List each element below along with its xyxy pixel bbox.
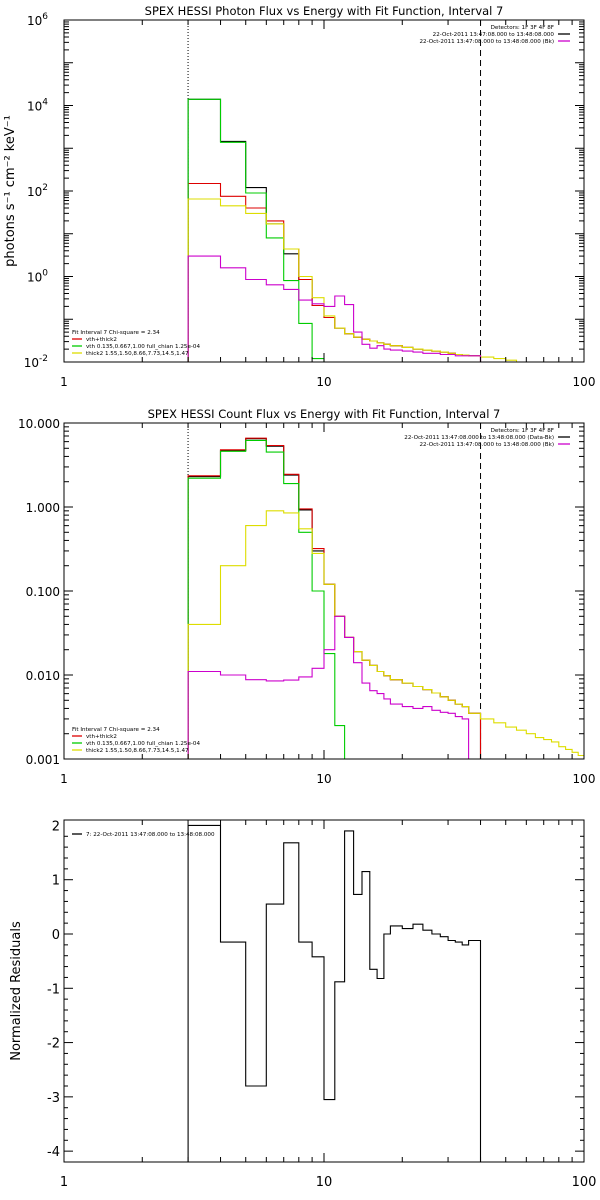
legend-bottom-entry: vth+thick2 [86, 734, 117, 740]
series-3-line [187, 198, 544, 362]
y-tick-label: -1 [47, 982, 60, 997]
y-tick-exp: 0 [42, 269, 48, 279]
series-3-line [187, 510, 584, 759]
legend-bottom-entry: vth 0.135,0.667,1.00 full_chian 1.25e-04 [86, 741, 200, 747]
x-tick-label: 1 [60, 375, 68, 389]
chart-title: SPEX HESSI Photon Flux vs Energy with Fi… [145, 4, 504, 18]
x-tick-label: 1 [60, 1175, 68, 1190]
legend-bottom-entry: thick2 1.55,1.50,8.66,7.73,14.5,1.47 [86, 351, 189, 357]
y-tick-label: 0.010 [26, 669, 60, 683]
legend-bottom-entry: vth+thick2 [86, 337, 117, 343]
series-4-line [187, 255, 482, 362]
x-tick-label: 10 [316, 772, 331, 786]
y-tick-label: 100 [27, 269, 48, 285]
legend-top-entry: 22-Oct-2011 13:47:08.000 to 13:48:08.000 [433, 32, 555, 38]
y-tick-label: -4 [47, 1145, 60, 1160]
series-4-line [187, 615, 481, 759]
y-tick-label: -2 [47, 1037, 60, 1052]
series-0-line [187, 824, 482, 1162]
y-tick-label: 0 [52, 928, 60, 943]
chart-title: SPEX HESSI Count Flux vs Energy with Fit… [148, 407, 501, 421]
y-tick-exp: 6 [42, 12, 48, 22]
y-tick-label: 1.000 [26, 501, 60, 515]
y-tick-label: -3 [47, 1091, 60, 1106]
panel-1: SPEX HESSI Photon Flux vs Energy with Fi… [3, 4, 595, 389]
y-tick-label: 0.100 [26, 585, 60, 599]
y-tick-label: 2 [52, 819, 60, 834]
x-tick-label: 10 [316, 375, 331, 389]
y-tick-base: 10 [27, 14, 42, 28]
y-tick-exp: 2 [42, 183, 48, 193]
detectors-label: Detectors: 1F 3F 4F 8F [491, 428, 554, 434]
detectors-label: Detectors: 1F 3F 4F 8F [491, 25, 554, 31]
y-tick-base: 10 [24, 356, 39, 370]
plot-area [187, 20, 544, 362]
y-tick-label: 106 [27, 12, 48, 28]
y-tick-label: 10.000 [18, 417, 60, 431]
legend-bottom-entry: vth 0.135,0.667,1.00 full_chian 1.25e-04 [86, 344, 200, 350]
x-tick-label: 100 [572, 1175, 597, 1190]
y-tick-base: 10 [27, 271, 42, 285]
y-tick-label: 10-2 [24, 354, 48, 370]
x-tick-label: 100 [573, 772, 596, 786]
legend-top-entry: 22-Oct-2011 13:47:08.000 to 13:48:08.000… [419, 39, 554, 45]
legend-entry: 7: 22-Oct-2011 13:47:08.000 to 13:48:08.… [86, 832, 215, 838]
y-tick-label: 102 [27, 183, 48, 199]
y-tick-label: 0.001 [26, 753, 60, 767]
series-1-line [187, 182, 482, 362]
y-tick-base: 10 [27, 185, 42, 199]
legend-bottom-entry: thick2 1.55,1.50,8.66,7.73,14.5,1.47 [86, 748, 189, 754]
y-tick-label: 104 [27, 98, 48, 114]
panel-2: SPEX HESSI Count Flux vs Energy with Fit… [18, 407, 595, 786]
series-2-line [187, 98, 354, 362]
fit-label: Fit Interval 7 Chi-square = 2.34 [72, 330, 160, 336]
x-tick-label: 100 [573, 375, 596, 389]
y-tick-exp: 4 [42, 98, 48, 108]
plot-area [187, 423, 584, 759]
y-tick-exp: -2 [39, 354, 48, 364]
legend-top-entry: 22-Oct-2011 13:47:08.000 to 13:48:08.000… [404, 435, 554, 441]
x-tick-label: 1 [60, 772, 68, 786]
fit-label: Fit Interval 7 Chi-square = 2.34 [72, 727, 160, 733]
x-tick-label: 10 [316, 1175, 333, 1190]
plot-area [187, 824, 482, 1162]
legend-top-entry: 22-Oct-2011 13:47:08.000 to 13:48:08.000… [419, 442, 554, 448]
y-tick-label: 1 [52, 874, 60, 889]
series-2-line [187, 439, 354, 759]
y-axis-label: Normalized Residuals [9, 921, 24, 1061]
y-axis-label: photons s⁻¹ cm⁻² keV⁻¹ [3, 115, 18, 267]
y-tick-base: 10 [27, 100, 42, 114]
